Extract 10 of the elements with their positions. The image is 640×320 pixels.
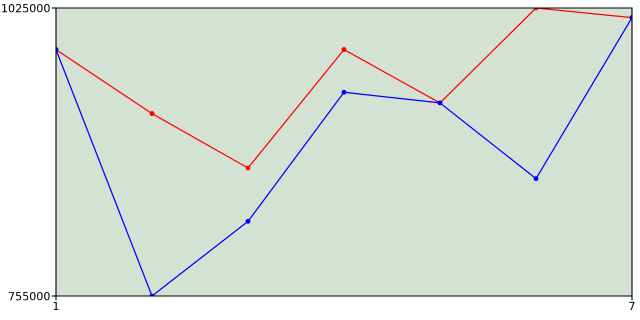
point <box>150 111 154 116</box>
point <box>246 218 250 224</box>
x-tick-label: 7 <box>629 302 635 310</box>
y-tick-label: 1025000 <box>2 4 50 12</box>
y-tick-label: 755000 <box>8 292 50 300</box>
x-tick-label: 1 <box>54 302 59 310</box>
point <box>342 47 346 52</box>
point <box>342 90 346 95</box>
point <box>246 166 250 170</box>
point <box>534 176 538 182</box>
